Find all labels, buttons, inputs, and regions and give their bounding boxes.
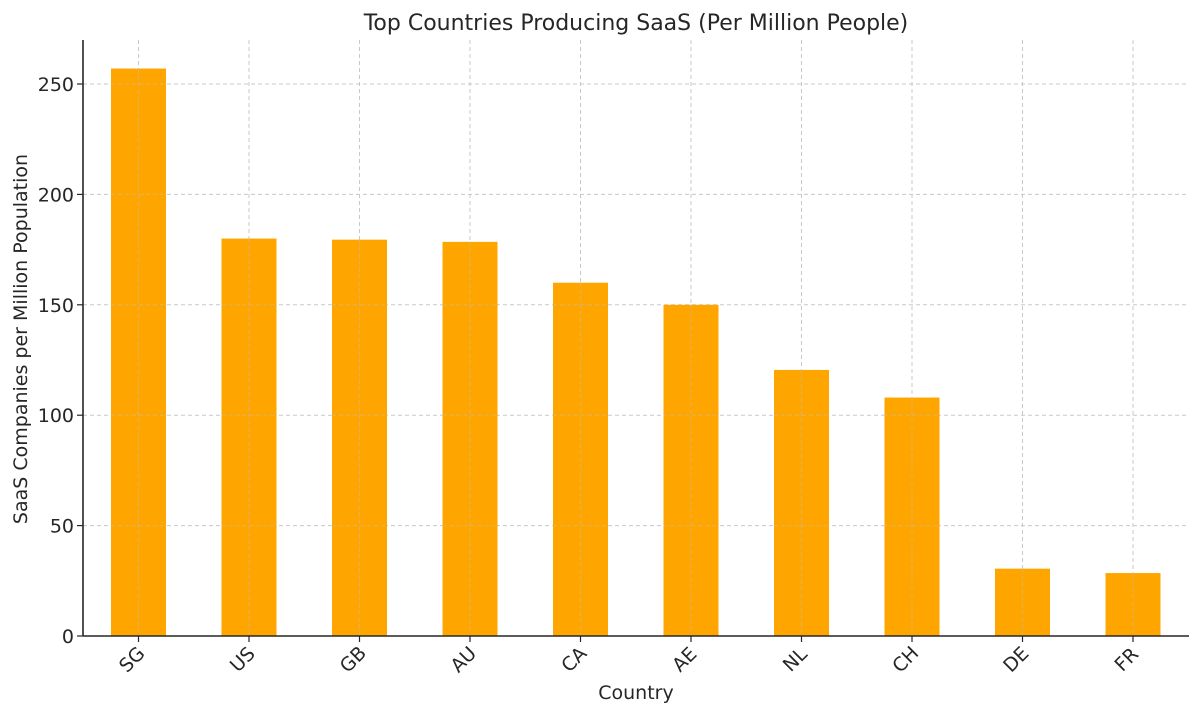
x-tick-label: NL xyxy=(779,643,812,676)
y-axis-label: SaaS Companies per Million Population xyxy=(10,154,32,524)
x-tick-label: DE xyxy=(999,643,1033,677)
bars xyxy=(111,68,1161,636)
y-tick-label: 100 xyxy=(38,405,74,427)
x-tick-label: SG xyxy=(115,643,150,678)
y-tick-label: 250 xyxy=(38,74,74,96)
y-axis-ticks: 0 50 100 150 200 250 xyxy=(38,74,83,648)
axes xyxy=(82,40,1189,637)
x-tick-label: AE xyxy=(668,643,701,676)
x-tick-label: US xyxy=(226,643,260,677)
x-tick-label: FR xyxy=(1110,643,1143,676)
x-tick-label: GB xyxy=(336,642,371,677)
x-axis-label: Country xyxy=(598,682,673,704)
y-tick-label: 200 xyxy=(38,184,74,206)
x-axis-ticks: SG US GB AU CA AE NL CH DE FR xyxy=(115,636,1143,677)
x-tick-label: AU xyxy=(446,642,481,677)
chart-title: Top Countries Producing SaaS (Per Millio… xyxy=(363,11,909,36)
y-tick-label: 50 xyxy=(50,516,74,538)
y-tick-label: 0 xyxy=(62,626,74,648)
y-tick-label: 150 xyxy=(38,295,74,317)
x-tick-label: CA xyxy=(557,643,591,677)
x-tick-label: CH xyxy=(888,642,923,677)
